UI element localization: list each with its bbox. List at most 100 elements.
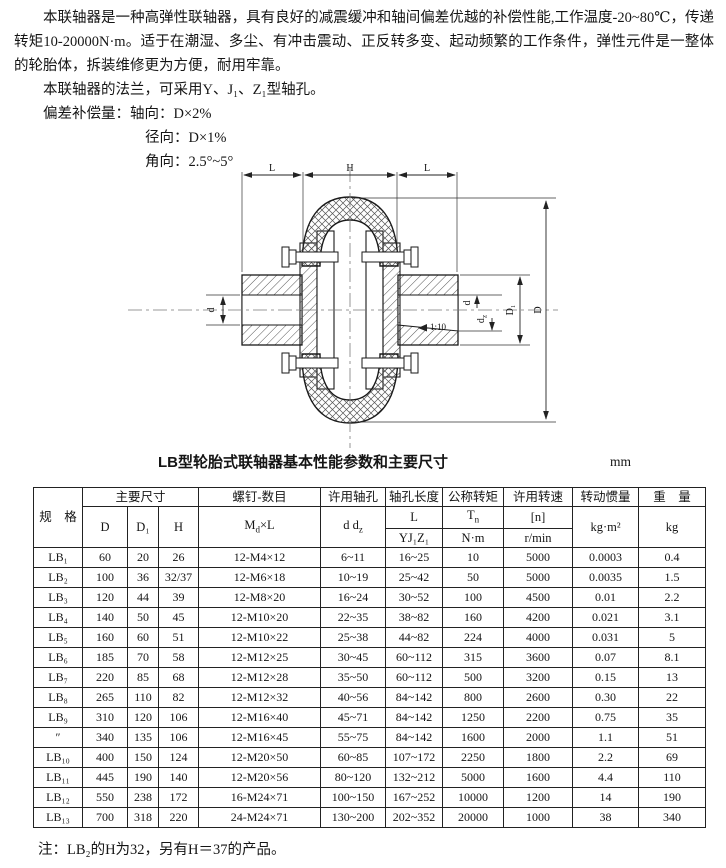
table-cell: 80~120: [320, 766, 387, 788]
header-screws-sym: Md×L: [198, 506, 322, 548]
table-cell: 500: [442, 666, 505, 688]
table-cell: 24-M24×71: [198, 806, 322, 828]
table-cell: 26: [157, 546, 200, 568]
table-cell: 220: [157, 806, 200, 828]
header-bore-types: YJ₁Z₁: [385, 527, 444, 548]
table-cell: 2600: [503, 686, 574, 708]
table-cell: LB₁: [33, 546, 83, 568]
table-cell: 85: [127, 666, 159, 688]
table-cell: 12-M6×18: [198, 566, 322, 588]
table-cell: 12-M4×12: [198, 546, 322, 568]
table-cell: 190: [127, 766, 159, 788]
table-cell: 30~45: [320, 646, 387, 668]
header-bore: 许用轴孔: [320, 487, 387, 507]
table-cell: 4.4: [572, 766, 640, 788]
header-weight-unit: kg: [638, 506, 707, 548]
table-cell: 38: [572, 806, 640, 828]
coupling-diagram: 1:10 L H L d d dz D₁ D: [128, 163, 558, 448]
table-cell: 172: [157, 786, 200, 808]
dim-label-L-left: L: [269, 163, 275, 174]
header-bore-len-L: L: [385, 506, 444, 529]
table-cell: 4500: [503, 586, 574, 608]
table-cell: 132~212: [385, 766, 444, 788]
table-cell: 51: [638, 726, 707, 748]
table-cell: 50: [127, 606, 159, 628]
table-row: LB₇ 220 85 68 12-M12×28 35~50 60~112 500 3200 0.1…: [33, 666, 707, 688]
table-cell: LB₈: [33, 686, 83, 708]
table-cell: ″: [33, 726, 83, 748]
table-cell: 25~42: [385, 566, 444, 588]
bolts: [281, 246, 419, 374]
header-screws: 螺钉-数目: [198, 487, 322, 507]
table-cell: 2200: [503, 706, 574, 728]
table-cell: LB₁₁: [33, 766, 83, 788]
table-cell: 100~150: [320, 786, 387, 808]
table-row: LB₁₀ 400 150 124 12-M20×50 60~85 107~172 2250 18…: [33, 746, 707, 768]
table-row: LB₄ 140 50 45 12-M10×20 22~35 38~82 160 4200 0.02…: [33, 606, 707, 628]
table-row: LB₆ 185 70 58 12-M12×25 30~45 60~112 315 3600 0.0…: [33, 646, 707, 668]
table-cell: 106: [157, 706, 200, 728]
table-cell: 70: [127, 646, 159, 668]
tire-element: [301, 196, 399, 424]
table-cell: 0.031: [572, 626, 640, 648]
table-cell: 0.021: [572, 606, 640, 628]
table-cell: 190: [638, 786, 707, 808]
dim-label-D1: D₁: [505, 305, 516, 316]
table-cell: 1800: [503, 746, 574, 768]
table-cell: 20: [127, 546, 159, 568]
table-cell: 82: [157, 686, 200, 708]
table-cell: 0.01: [572, 586, 640, 608]
table-cell: 60~112: [385, 646, 444, 668]
table-cell: 140: [82, 606, 128, 628]
table-cell: 1.1: [572, 726, 640, 748]
table-cell: 167~252: [385, 786, 444, 808]
table-cell: 5: [638, 626, 707, 648]
table-cell: 44~82: [385, 626, 444, 648]
table-cell: 700: [82, 806, 128, 828]
table-cell: 800: [442, 686, 505, 708]
table-cell: 5000: [503, 566, 574, 588]
table-cell: 0.07: [572, 646, 640, 668]
table-cell: 35: [638, 706, 707, 728]
table-cell: 60~112: [385, 666, 444, 688]
table-row: LB₁₁ 445 190 140 12-M20×56 80~120 132~212 5000 1…: [33, 766, 707, 788]
header-inertia-unit: kg·m²: [572, 506, 640, 548]
table-cell: 25~38: [320, 626, 387, 648]
header-speed: 许用转速: [503, 487, 574, 507]
table-cell: 224: [442, 626, 505, 648]
table-cell: 265: [82, 686, 128, 708]
table-row: LB₂ 100 36 32/37 12-M6×18 10~19 25~42 50 5000 0.0…: [33, 566, 707, 588]
table-cell: LB₆: [33, 646, 83, 668]
table-cell: 130~200: [320, 806, 387, 828]
intro-section: 本联轴器是一种高弹性联轴器，具有良好的减震缓冲和轴间偏差优越的补偿性能,工作温度…: [14, 6, 714, 174]
table-unit-label: mm: [610, 454, 632, 469]
header-bore-sym: d dz: [320, 506, 387, 548]
table-cell: LB₄: [33, 606, 83, 628]
table-cell: 10000: [442, 786, 505, 808]
table-cell: 84~142: [385, 686, 444, 708]
table-cell: 2000: [503, 726, 574, 748]
table-cell: 160: [82, 626, 128, 648]
table-cell: LB₁₂: [33, 786, 83, 808]
header-speed-sym: [n]: [503, 506, 574, 529]
table-cell: LB₃: [33, 586, 83, 608]
table-cell: 30~52: [385, 586, 444, 608]
table-cell: 445: [82, 766, 128, 788]
table-cell: 22: [638, 686, 707, 708]
table-cell: 12-M8×20: [198, 586, 322, 608]
taper-annotation: 1:10: [418, 322, 447, 332]
table-cell: 5000: [442, 766, 505, 788]
table-cell: 3.1: [638, 606, 707, 628]
intro-paragraph-1: 本联轴器是一种高弹性联轴器，具有良好的减震缓冲和轴间偏差优越的补偿性能,工作温度…: [14, 10, 714, 74]
compensation-radial: 径向：D×1%: [145, 130, 227, 146]
table-row: LB₁₃ 700 318 220 24-M24×71 130~200 202~352 2000…: [33, 806, 707, 828]
table-cell: 107~172: [385, 746, 444, 768]
table-cell: 36: [127, 566, 159, 588]
table-cell: 315: [442, 646, 505, 668]
table-cell: LB₂: [33, 566, 83, 588]
table-cell: 69: [638, 746, 707, 768]
table-cell: 51: [157, 626, 200, 648]
extension-lines: [206, 172, 556, 423]
table-title: LB型轮胎式联轴器基本性能参数和主要尺寸: [158, 454, 448, 471]
header-speed-unit: r/min: [503, 527, 574, 548]
